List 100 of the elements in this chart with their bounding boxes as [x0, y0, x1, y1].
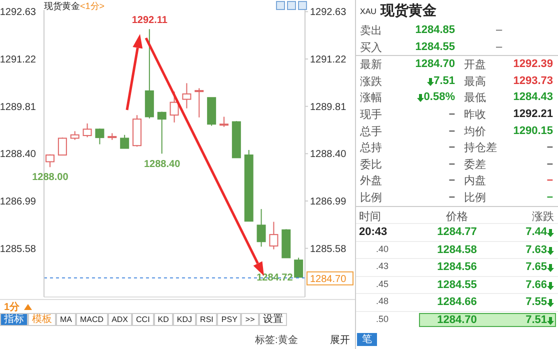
text: 现手 — [360, 108, 382, 122]
text: 1293.73 — [513, 74, 553, 87]
text: ADX — [108, 313, 132, 326]
text: 比例 — [360, 190, 382, 205]
text: – — [448, 141, 455, 154]
y2-tick-label: 1291.22 — [310, 54, 347, 66]
ref-line-label: 1284.70 — [310, 274, 347, 285]
text: – — [448, 158, 455, 170]
candlestick — [95, 128, 104, 145]
text: 0.58% — [422, 91, 455, 104]
text: 涨跌 — [360, 74, 382, 89]
text: 7.55 — [526, 296, 548, 308]
text: 7.63 — [526, 244, 548, 256]
y-tick-label: 1291.22 — [0, 54, 36, 66]
text: 比例 — [464, 190, 486, 205]
candlestick — [58, 137, 67, 156]
text: – — [448, 124, 455, 137]
candlestick — [157, 111, 166, 154]
text: 设置 — [258, 313, 287, 326]
candlestick — [182, 82, 192, 109]
y-tick-label: 1288.40 — [0, 149, 36, 160]
y-tick-label: 1289.81 — [0, 102, 36, 113]
text: 总手 — [360, 124, 382, 139]
text: 1284.66 — [436, 296, 478, 308]
text: 7.44 — [526, 226, 548, 238]
text: 指标 — [0, 313, 28, 326]
text: 委差 — [464, 158, 486, 172]
text: .48 — [376, 296, 389, 306]
text: XAU — [360, 6, 376, 16]
text: 1292.39 — [513, 58, 553, 70]
text: – — [448, 108, 455, 120]
text: 1284.70 — [436, 314, 478, 326]
text: 1284.70 — [415, 58, 455, 70]
text: 1290.15 — [513, 124, 553, 137]
annotation: 1288.00 — [32, 172, 69, 184]
text: 涨幅 — [360, 91, 382, 106]
text: 委比 — [360, 158, 382, 172]
text: 现货黄金 — [380, 2, 436, 20]
text: 最高 — [464, 74, 486, 89]
text: .50 — [376, 314, 389, 324]
candlestick — [170, 91, 179, 123]
candlestick — [82, 122, 92, 138]
text: RSI — [196, 313, 218, 326]
text: 最新 — [360, 58, 382, 72]
chart-subtitle: <1分> — [80, 1, 105, 11]
candlestick — [46, 154, 54, 168]
text: CCI — [132, 313, 154, 326]
text: .45 — [376, 278, 389, 289]
y-tick-label: 1285.58 — [0, 244, 36, 255]
text: – — [546, 190, 553, 203]
text: .43 — [376, 261, 389, 272]
candlestick — [294, 257, 304, 278]
text: – — [448, 190, 455, 203]
text: 展开 — [330, 334, 350, 347]
text: 内盘 — [464, 174, 486, 188]
text: 笔 — [357, 333, 377, 346]
y2-tick-label: 1286.99 — [310, 196, 347, 208]
text: 1284.55 — [415, 40, 455, 53]
candlestick — [194, 88, 204, 118]
text: 持仓差 — [464, 141, 497, 156]
y2-tick-label: 1289.81 — [310, 102, 347, 113]
text: 1284.77 — [436, 226, 478, 238]
text: 1284.55 — [436, 278, 478, 291]
text: MA — [56, 313, 76, 326]
text: 1292.21 — [513, 108, 553, 120]
text: 最低 — [464, 91, 486, 106]
text: .40 — [376, 244, 389, 254]
text: – — [546, 141, 553, 154]
text: 价格 — [445, 210, 469, 224]
text: 标签:黄金 — [255, 334, 298, 347]
text: – — [546, 174, 553, 186]
candlestick — [120, 134, 130, 149]
text: PSY — [217, 313, 242, 326]
text: 7.65 — [526, 261, 548, 274]
text: KDJ — [172, 313, 196, 326]
annotation: 1288.40 — [144, 158, 181, 170]
text: 均价 — [464, 124, 486, 139]
y-tick-label: 1292.63 — [0, 7, 36, 18]
text: 1284.85 — [415, 24, 455, 36]
text: 7.51 — [526, 314, 548, 326]
y2-tick-label: 1288.40 — [310, 149, 347, 160]
text: 开盘 — [464, 58, 486, 72]
text: – — [496, 24, 502, 36]
text: >> — [241, 313, 259, 326]
text: 买入 — [360, 40, 382, 55]
text: 1284.56 — [436, 261, 478, 274]
y2-tick-label: 1292.63 — [310, 7, 347, 18]
text: 时间 — [359, 210, 381, 224]
text: 1284.43 — [513, 91, 553, 104]
text: 模板 — [28, 313, 56, 326]
text: 外盘 — [360, 174, 382, 188]
text: 卖出 — [360, 24, 382, 38]
annotation: 1284.72 — [256, 272, 294, 284]
candlestick — [269, 221, 278, 250]
text: – — [448, 174, 455, 186]
text: – — [546, 158, 553, 170]
y2-tick-label: 1285.58 — [310, 244, 347, 255]
text: 总持 — [360, 141, 382, 156]
text: 昨收 — [464, 108, 486, 122]
text: 涨跌 — [532, 210, 554, 224]
